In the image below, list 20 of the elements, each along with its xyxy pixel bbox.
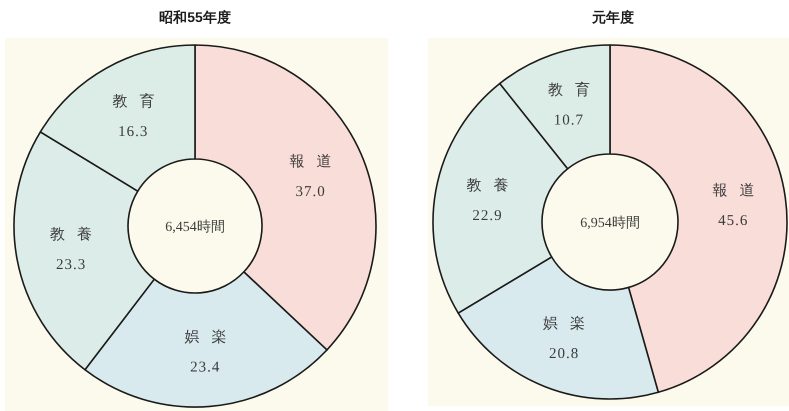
slice-label: 教養 [50, 226, 104, 244]
chart-title: 昭和55年度 [159, 9, 231, 25]
slice-label: 娯楽 [184, 328, 238, 346]
data-label: 20.8 [549, 346, 580, 362]
slice-label: 教育 [112, 93, 166, 110]
data-label: 10.7 [554, 112, 584, 128]
data-label: 23.4 [190, 360, 220, 376]
slice-label: 教育 [548, 81, 602, 98]
slice-label: 報道 [290, 152, 344, 170]
data-label: 37.0 [296, 184, 326, 200]
text: 6,454時間 [165, 219, 225, 235]
slice-label: 教養 [466, 176, 520, 194]
slice-label: 娯楽 [543, 314, 598, 332]
slice-label: 報道 [712, 182, 766, 199]
data-label: 23.3 [56, 257, 86, 274]
data-label: 22.9 [472, 208, 503, 224]
chart-title: 元年度 [591, 9, 634, 25]
text: 6,954時間 [580, 215, 640, 231]
data-label: 16.3 [118, 124, 148, 140]
data-label: 45.6 [718, 212, 748, 229]
